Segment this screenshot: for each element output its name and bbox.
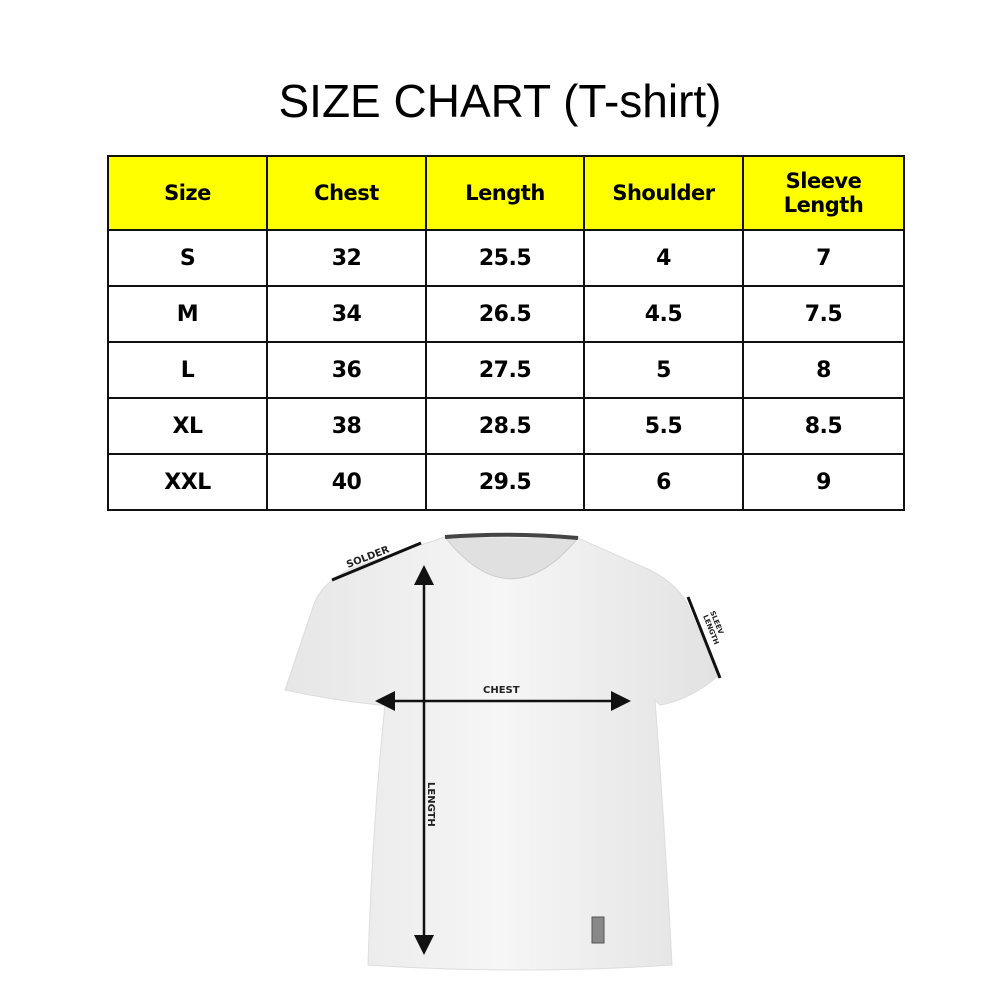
table-cell: M: [107, 285, 268, 343]
table-cell: 25.5: [425, 229, 585, 287]
header-cell: Length: [425, 155, 585, 231]
table-cell: 38: [266, 397, 427, 455]
table-row: XL 38 28.5 5.5 8.5: [107, 397, 905, 455]
table-header-row: Size Chest Length Shoulder Sleeve Length: [107, 155, 905, 231]
table-cell: 27.5: [425, 341, 585, 399]
header-cell: Chest: [266, 155, 427, 231]
table-cell: L: [107, 341, 268, 399]
table-cell: 5.5: [583, 397, 744, 455]
length-label: LENGTH: [425, 782, 436, 827]
brand-tag: [591, 916, 605, 944]
page-title: SIZE CHART (T-shirt): [278, 75, 722, 127]
table-cell: 7: [742, 229, 905, 287]
table-row: S 32 25.5 4 7: [107, 229, 905, 287]
table-cell: 5: [583, 341, 744, 399]
table-cell: XXL: [107, 453, 268, 511]
header-cell: Sleeve Length: [742, 155, 905, 231]
table-cell: 4.5: [583, 285, 744, 343]
table-cell: 8.5: [742, 397, 905, 455]
table-cell: 32: [266, 229, 427, 287]
table-cell: 36: [266, 341, 427, 399]
chest-label: CHEST: [483, 685, 520, 696]
table-cell: 29.5: [425, 453, 585, 511]
table-cell: 28.5: [425, 397, 585, 455]
table-row: M 34 26.5 4.5 7.5: [107, 285, 905, 343]
table-cell: 34: [266, 285, 427, 343]
table-cell: 9: [742, 453, 905, 511]
table-cell: 4: [583, 229, 744, 287]
table-row: L 36 27.5 5 8: [107, 341, 905, 399]
shoulder-line: [331, 541, 422, 582]
sleeve-line: [686, 596, 722, 679]
table-row: XXL 40 29.5 6 9: [107, 453, 905, 511]
table-cell: 40: [266, 453, 427, 511]
tshirt-shape: [284, 536, 719, 971]
table-cell: 7.5: [742, 285, 905, 343]
table-cell: XL: [107, 397, 268, 455]
table-cell: S: [107, 229, 268, 287]
size-table: Size Chest Length Shoulder Sleeve Length…: [107, 155, 905, 511]
table-cell: 8: [742, 341, 905, 399]
table-cell: 6: [583, 453, 744, 511]
header-cell: Shoulder: [583, 155, 744, 231]
header-cell: Size: [107, 155, 268, 231]
table-cell: 26.5: [425, 285, 585, 343]
